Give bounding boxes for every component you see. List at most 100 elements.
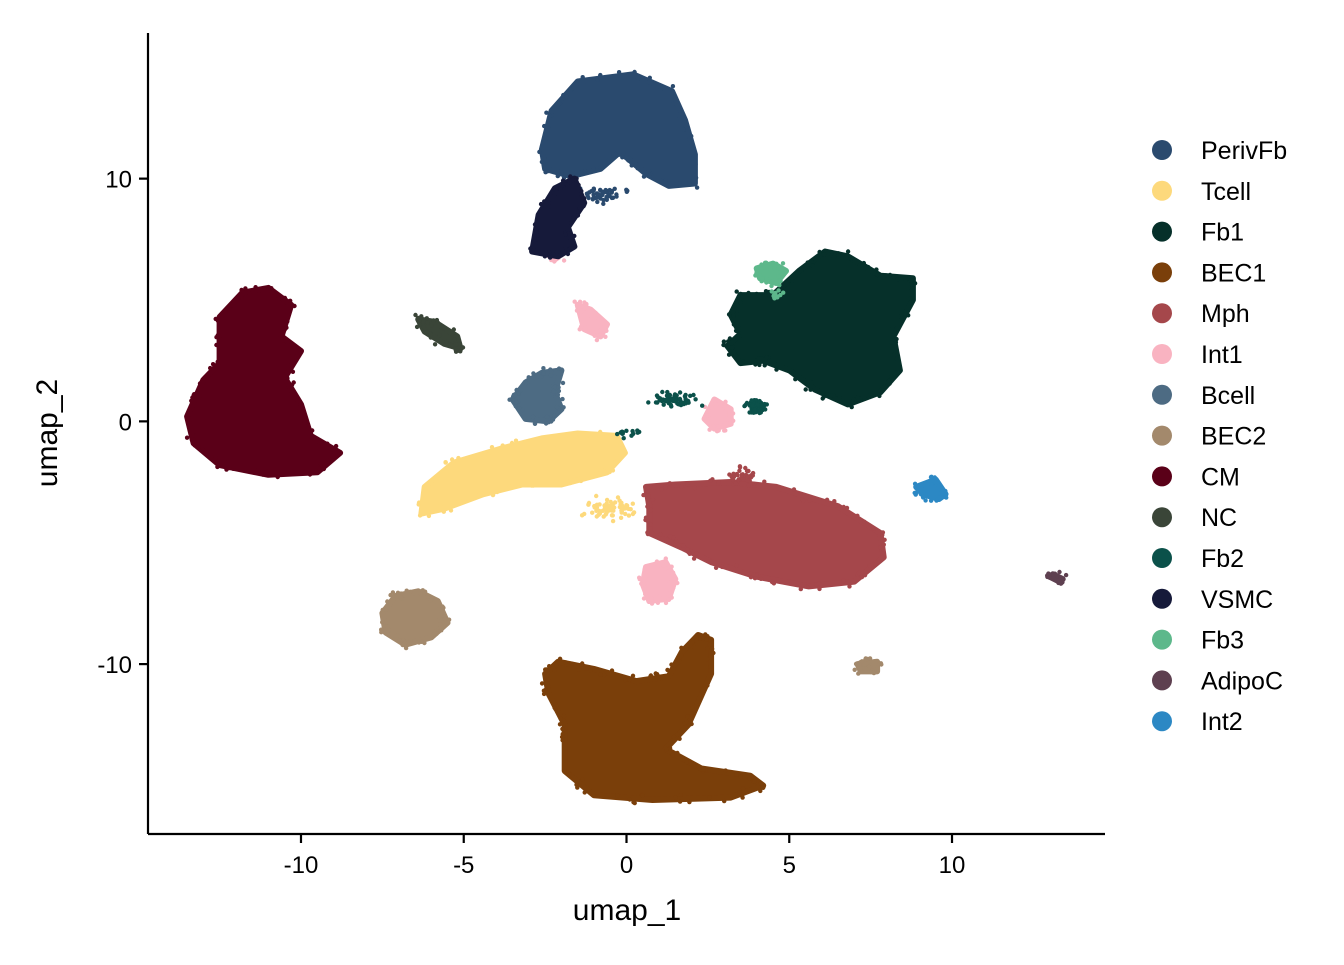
data-point [557, 722, 563, 727]
data-point [226, 465, 232, 471]
data-point [588, 668, 593, 673]
cluster-bec1 [539, 632, 767, 806]
data-point [603, 334, 608, 339]
data-point [604, 328, 609, 333]
data-point [670, 101, 676, 107]
data-point [673, 539, 679, 544]
data-point [270, 290, 275, 295]
data-point [875, 665, 880, 670]
data-point [535, 233, 540, 238]
data-point [882, 537, 887, 542]
data-point [667, 392, 673, 398]
data-point [756, 356, 761, 361]
data-point [681, 127, 686, 132]
data-point [762, 479, 767, 484]
data-point [841, 504, 846, 510]
data-point [420, 510, 425, 516]
data-point [541, 371, 546, 376]
legend-item: Fb2 [1152, 545, 1244, 573]
data-point [780, 261, 786, 266]
legend-label: CM [1201, 463, 1240, 491]
data-point [192, 392, 197, 397]
data-point [570, 170, 575, 175]
data-point [713, 565, 719, 570]
data-point [568, 87, 573, 92]
data-point [757, 398, 762, 404]
data-point [760, 276, 765, 281]
legend-swatch [1152, 588, 1172, 609]
data-point [608, 504, 614, 509]
legend-swatch [1152, 548, 1172, 568]
data-point [570, 246, 575, 251]
data-point [507, 484, 512, 489]
data-point [851, 397, 857, 402]
legend-item: VSMC [1152, 586, 1273, 614]
data-point [694, 185, 700, 190]
data-point [555, 392, 561, 397]
data-point [932, 475, 937, 480]
data-point [636, 76, 641, 82]
data-point [615, 431, 620, 437]
data-point [272, 293, 277, 299]
data-point [288, 298, 293, 303]
data-point [413, 640, 418, 645]
data-point [580, 308, 585, 314]
data-point [532, 421, 538, 426]
data-point [580, 75, 585, 80]
data-point [704, 637, 709, 642]
data-point [559, 172, 565, 177]
data-point [648, 483, 653, 489]
data-point [564, 236, 570, 241]
data-point [722, 409, 728, 415]
data-point [862, 573, 868, 578]
data-point [649, 601, 655, 606]
data-point [677, 390, 683, 395]
data-point [708, 664, 713, 669]
data-point [889, 340, 894, 345]
data-point [574, 176, 579, 181]
data-point [285, 376, 290, 381]
data-point [597, 508, 602, 514]
data-point [738, 774, 743, 780]
data-point [216, 363, 221, 369]
data-point [680, 543, 686, 548]
data-point [586, 195, 591, 201]
data-point [614, 192, 619, 197]
legend-swatch [1152, 140, 1172, 160]
data-point [601, 201, 606, 206]
data-point [847, 584, 852, 589]
data-point [397, 638, 402, 643]
data-point [691, 644, 697, 650]
data-point [656, 674, 661, 679]
data-point [624, 153, 629, 158]
y-tick-label: -10 [97, 652, 132, 679]
data-point [282, 295, 288, 301]
data-point [665, 389, 670, 395]
data-point [577, 205, 582, 210]
data-point [672, 399, 678, 404]
data-point [610, 513, 615, 518]
data-point [863, 657, 868, 662]
data-point [798, 586, 803, 592]
data-point [855, 513, 860, 518]
data-point [189, 437, 194, 442]
data-point [598, 429, 603, 435]
legend-label: Tcell [1201, 178, 1251, 206]
data-point [577, 299, 583, 304]
data-point [457, 342, 462, 347]
data-point [603, 162, 609, 167]
data-point [863, 666, 868, 672]
data-point [541, 688, 547, 693]
data-point [317, 466, 322, 471]
data-point [509, 440, 515, 446]
data-point [302, 470, 307, 475]
data-point [253, 285, 258, 290]
data-point [663, 178, 668, 183]
data-point [655, 564, 660, 569]
data-point [563, 232, 568, 237]
data-point [697, 632, 702, 637]
data-point [379, 630, 384, 635]
data-point [582, 168, 588, 174]
data-point [731, 471, 736, 476]
legend-label: PerivFb [1201, 137, 1287, 165]
